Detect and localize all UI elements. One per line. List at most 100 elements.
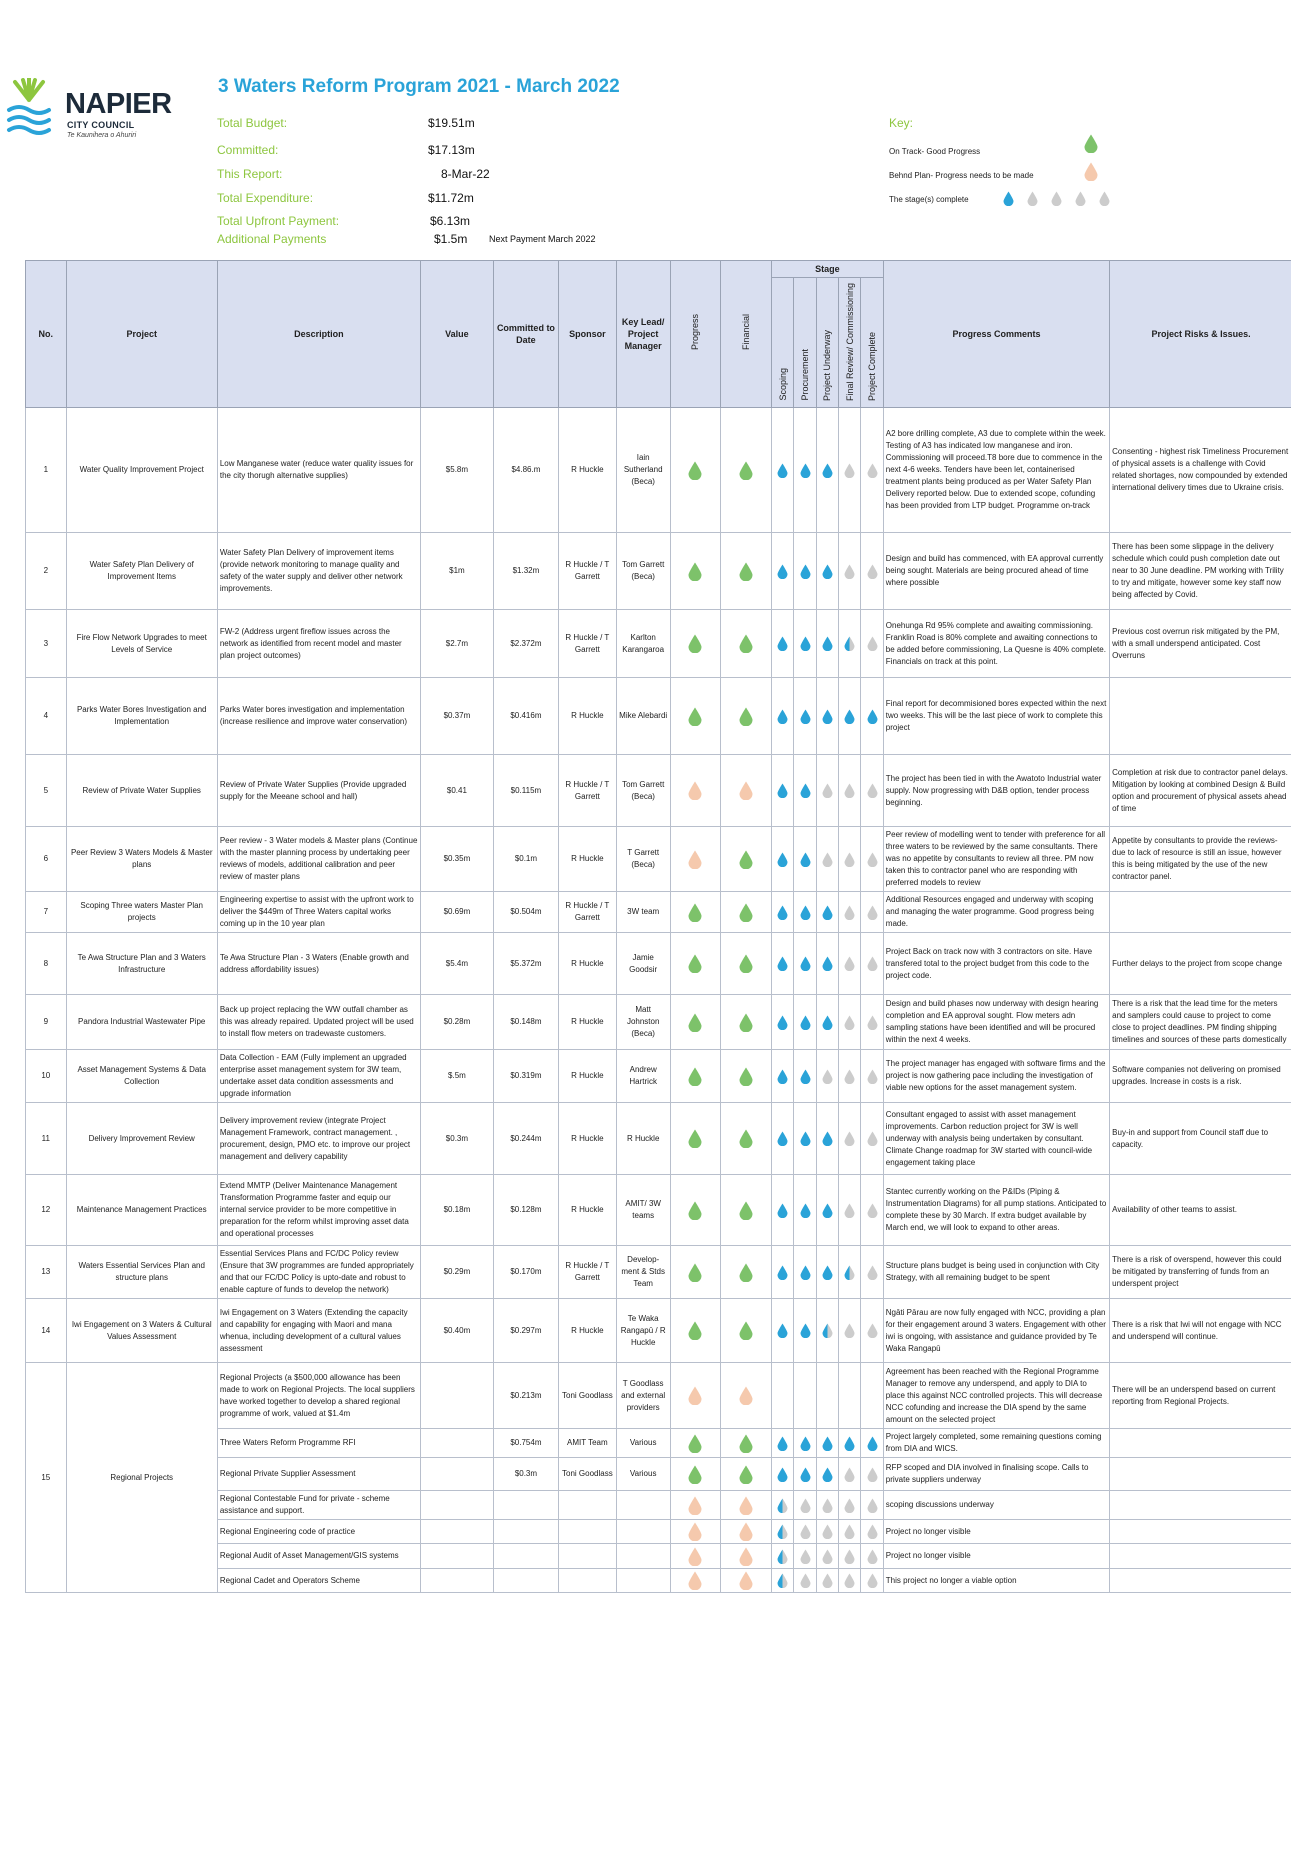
project-lead: AMIT/ 3W teams — [615, 1174, 671, 1246]
row-number: 6 — [25, 826, 67, 892]
project-risks — [1109, 1490, 1291, 1520]
stage-complete-icon — [771, 1457, 795, 1491]
financial-green-drop-icon — [720, 994, 773, 1050]
financial-green-drop-icon — [720, 1049, 773, 1103]
header-progress: Progress — [690, 314, 701, 351]
progress-green-drop-icon — [669, 1298, 722, 1363]
stage-pending-icon — [838, 1519, 862, 1544]
project-committed: $0.170m — [492, 1245, 559, 1299]
row-number: 9 — [25, 994, 67, 1050]
progress-peach-drop-icon — [669, 754, 722, 827]
financial-peach-drop-icon — [720, 1543, 773, 1569]
stage-pending-icon — [860, 1245, 884, 1299]
summary-label: Total Budget: — [217, 116, 288, 130]
project-sponsor: R Huckle — [557, 1102, 617, 1175]
project-committed: $0.148m — [492, 994, 559, 1050]
project-lead: Matt Johnston (Beca) — [615, 994, 671, 1050]
stage-partial-icon — [815, 1298, 840, 1363]
project-committed: $0.115m — [492, 754, 559, 827]
stage-pending-icon — [838, 1490, 862, 1520]
project-risks — [1109, 891, 1291, 933]
table-row: Regional Audit of Asset Management/GIS s… — [26, 1543, 1291, 1569]
project-committed: $0.128m — [492, 1174, 559, 1246]
stage-pending-icon — [815, 1543, 840, 1569]
header-risks: Project Risks & Issues. — [1109, 260, 1291, 408]
progress-green-drop-icon — [669, 677, 722, 755]
project-sponsor: R Huckle — [557, 1049, 617, 1103]
progress-comments: The project manager has engaged with sof… — [882, 1049, 1111, 1103]
progress-comments: The project has been tied in with the Aw… — [882, 754, 1111, 827]
project-committed: $0.1m — [492, 826, 559, 892]
project-risks — [1109, 677, 1291, 755]
project-risks — [1109, 1543, 1291, 1569]
progress-green-drop-icon — [669, 532, 722, 610]
project-lead: Various — [615, 1428, 671, 1458]
project-value — [419, 1490, 494, 1520]
stage-pending-icon — [838, 826, 862, 892]
financial-peach-drop-icon — [720, 1519, 773, 1544]
project-name: Te Awa Structure Plan and 3 Waters Infra… — [65, 932, 218, 995]
project-lead: Jamie Goodsir — [615, 932, 671, 995]
project-sponsor: R Huckle — [557, 677, 617, 755]
project-committed: $0.213m — [492, 1362, 559, 1429]
stage-pending-icon — [838, 1568, 862, 1593]
stage-complete-icon — [793, 532, 817, 610]
peach-drop-icon — [1084, 162, 1098, 181]
stage-complete-icon — [793, 1245, 817, 1299]
summary-label: Additional Payments — [217, 232, 327, 246]
project-sponsor — [557, 1490, 617, 1520]
project-committed: $2.372m — [492, 609, 559, 678]
stage-pending-icon — [838, 891, 862, 933]
stage-complete-icon — [838, 677, 862, 755]
project-lead: 3W team — [615, 891, 671, 933]
row-number: 14 — [25, 1298, 67, 1363]
grey-drop-icon — [1075, 190, 1086, 208]
project-name: Water Quality Improvement Project — [65, 407, 218, 533]
header-sponsor: Sponsor — [557, 260, 617, 408]
financial-green-drop-icon — [720, 1298, 773, 1363]
stage-complete-icon — [793, 1174, 817, 1246]
project-value — [419, 1428, 494, 1458]
stage-pending-icon — [815, 1490, 840, 1520]
project-committed: $0.3m — [492, 1457, 559, 1491]
project-description: Regional Private Supplier Assessment — [216, 1457, 421, 1491]
financial-green-drop-icon — [720, 532, 773, 610]
project-risks: There is a risk that Iwi will not engage… — [1109, 1298, 1291, 1363]
project-value: $0.28m — [419, 994, 494, 1050]
financial-green-drop-icon — [720, 677, 773, 755]
project-sponsor: R Huckle — [557, 1174, 617, 1246]
progress-green-drop-icon — [669, 1457, 722, 1491]
project-lead — [615, 1519, 671, 1544]
stage-pending-icon — [838, 1174, 862, 1246]
stage-pending-icon — [860, 1490, 884, 1520]
stage-complete-icon — [793, 754, 817, 827]
progress-green-drop-icon — [669, 932, 722, 995]
table-row: 7 Scoping Three waters Master Plan projec… — [25, 891, 1291, 933]
stage-complete-icon — [815, 609, 840, 678]
stage-pending-icon — [793, 1490, 817, 1520]
project-description: Regional Audit of Asset Management/GIS s… — [216, 1543, 421, 1569]
project-description: Regional Cadet and Operators Scheme — [216, 1568, 421, 1593]
summary-label: This Report: — [217, 167, 283, 181]
project-lead: Tom Garrett (Beca) — [615, 532, 671, 610]
project-lead: Iain Sutherland (Beca) — [615, 407, 671, 533]
stage-pending-icon — [860, 826, 884, 892]
stage-complete-icon — [793, 609, 817, 678]
header-comments: Progress Comments — [882, 260, 1111, 408]
stage-complete-icon — [771, 1102, 795, 1175]
header-financial: Financial — [741, 314, 752, 351]
stage-pending-icon — [860, 1298, 884, 1363]
financial-green-drop-icon — [720, 1174, 773, 1246]
stage-empty-cell — [793, 1362, 817, 1429]
project-committed — [492, 1519, 559, 1544]
project-value: $0.3m — [419, 1102, 494, 1175]
project-value — [419, 1568, 494, 1593]
stage-pending-icon — [860, 994, 884, 1050]
project-sponsor: R Huckle / T Garrett — [557, 532, 617, 610]
stage-complete-icon — [793, 1428, 817, 1458]
project-committed — [492, 1568, 559, 1593]
blue-drop-icon — [1003, 190, 1014, 208]
summary-value: 8-Mar-22 — [441, 167, 490, 181]
project-committed: $0.754m — [492, 1428, 559, 1458]
project-sponsor: R Huckle — [557, 932, 617, 995]
